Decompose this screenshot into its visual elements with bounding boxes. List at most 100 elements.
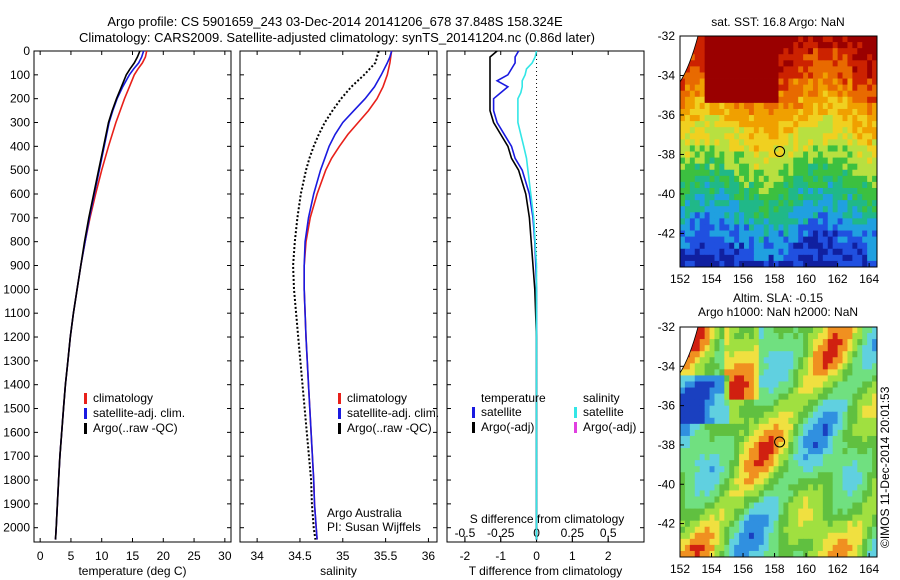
map-cell	[862, 532, 868, 540]
map-cell	[793, 175, 799, 183]
map-cell	[788, 169, 794, 177]
map-cell	[842, 242, 848, 250]
map-cell	[773, 157, 779, 165]
map-cell	[847, 442, 853, 449]
map-cell	[724, 60, 730, 67]
map-cell	[773, 248, 779, 256]
map-cell	[694, 163, 701, 171]
map-cell	[798, 550, 804, 558]
map-cell	[783, 405, 789, 413]
map-cell	[788, 163, 794, 171]
map-cell	[852, 242, 858, 250]
map-cell	[852, 145, 858, 152]
map-cell	[758, 54, 765, 61]
map-cell	[739, 96, 745, 104]
map-cell	[812, 151, 819, 158]
map-cell	[827, 526, 834, 534]
map-cell	[684, 72, 691, 79]
map-cell	[773, 351, 779, 358]
map-cell	[857, 544, 863, 552]
map-cell	[709, 339, 715, 346]
map-cell	[753, 369, 760, 376]
map-cell	[842, 520, 848, 528]
map-cell	[857, 139, 863, 146]
map-cell	[847, 423, 853, 431]
map-cell	[704, 187, 710, 195]
legend-entry: satellite-adj. clim.	[93, 406, 185, 420]
map-cell	[748, 96, 755, 104]
map-cell	[832, 121, 838, 128]
map-cell	[783, 212, 789, 219]
map-cell	[812, 121, 819, 128]
map-cell	[680, 175, 686, 183]
map-cell	[753, 333, 760, 340]
legend-entry: satellite	[481, 405, 522, 419]
map-cell	[852, 96, 858, 104]
map-cell	[808, 429, 814, 437]
map-cell	[724, 520, 730, 528]
map-cell	[768, 139, 774, 146]
map-cell	[763, 442, 770, 449]
map-cell	[768, 508, 774, 516]
map-cell	[739, 411, 745, 419]
map-cell	[714, 200, 720, 207]
legend-swatch	[472, 422, 475, 433]
map-cell	[699, 423, 706, 431]
map-cell	[773, 544, 779, 552]
map-cell	[734, 248, 740, 256]
map-cell	[709, 260, 715, 268]
map-cell	[857, 133, 863, 140]
map-cell	[867, 423, 873, 431]
map-cell	[699, 363, 706, 370]
map-cell	[842, 200, 848, 207]
map-cell	[724, 508, 730, 516]
map-cell	[832, 218, 838, 225]
map-cell	[822, 387, 829, 394]
map-cell	[798, 248, 804, 256]
map-cell	[768, 363, 774, 370]
map-cell	[714, 84, 720, 92]
map-cell	[847, 357, 853, 364]
map-cell	[817, 157, 824, 165]
map-cell	[758, 387, 765, 394]
map-cell	[793, 194, 799, 201]
depth-tick-label: 800	[10, 235, 30, 249]
map-cell	[748, 345, 755, 352]
map-cell	[689, 405, 696, 413]
map-cell	[852, 502, 858, 509]
map-cell	[842, 393, 848, 401]
map-cell	[714, 72, 720, 79]
map-cell	[763, 490, 770, 497]
map-cell	[753, 54, 760, 61]
map-cell	[778, 151, 784, 158]
x-tick-label: -2	[460, 549, 471, 563]
map-cell	[704, 448, 710, 455]
map-cell	[783, 236, 789, 244]
map-cell	[729, 157, 735, 165]
map-cell	[832, 151, 838, 158]
map-cell	[822, 121, 829, 128]
map-cell	[714, 375, 720, 382]
map-cell	[694, 224, 701, 231]
map-cell	[763, 224, 770, 231]
map-cell	[734, 108, 740, 116]
map-cell	[744, 169, 750, 177]
map-cell	[753, 345, 760, 352]
map-cell	[798, 369, 804, 376]
map-cell	[729, 442, 735, 449]
map-cell	[842, 357, 848, 364]
map-cell	[788, 514, 794, 522]
map-cell	[778, 145, 784, 152]
map-cell	[768, 466, 774, 473]
map-cell	[763, 187, 770, 195]
map-cell	[680, 194, 686, 201]
map-cell	[822, 218, 829, 225]
map-cell	[773, 520, 779, 528]
map-cell	[867, 127, 873, 134]
map-cell	[857, 194, 863, 201]
map-cell	[837, 139, 843, 146]
map-cell	[778, 484, 784, 491]
map-cell	[763, 387, 770, 394]
map-cell	[837, 78, 843, 86]
s-tick-label: -0.25	[487, 526, 515, 540]
